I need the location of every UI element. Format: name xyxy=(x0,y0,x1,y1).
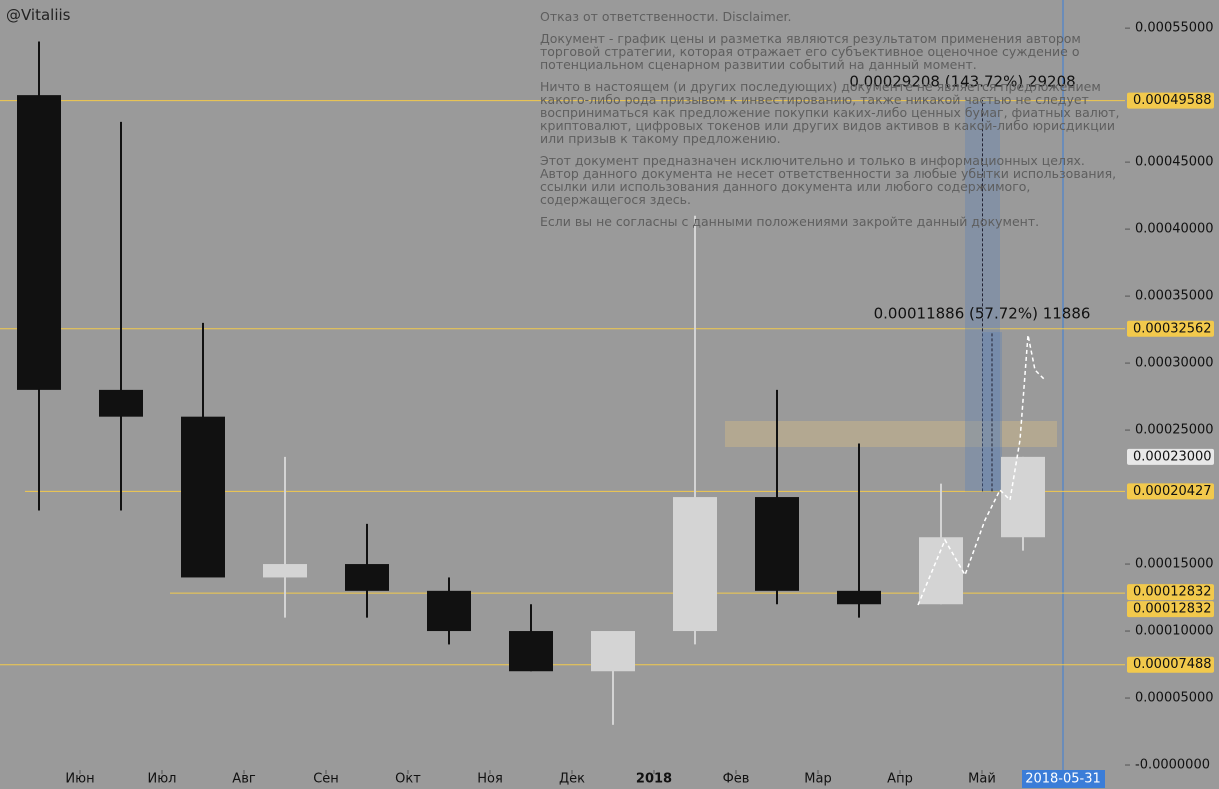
disclaimer-paragraph: Отказ от ответственности. Disclaimer. xyxy=(540,9,792,24)
disclaimer: Отказ от ответственности. Disclaimer. Док… xyxy=(540,10,1125,237)
x-tick-label: Авг xyxy=(232,772,256,787)
measure-label: 0.00029208 (143.72%) 29208 xyxy=(849,73,1075,91)
measure-label: 0.00011886 (57.72%) 11886 xyxy=(874,305,1091,323)
y-tick-label: 0.00045000 xyxy=(1135,155,1214,170)
resistance-zone xyxy=(725,421,1057,447)
candle-body xyxy=(99,389,143,417)
candle-body xyxy=(181,416,225,578)
disclaimer-paragraph: Ничто в настоящем (и других последующих)… xyxy=(540,79,1120,146)
author: @Vitaliis xyxy=(6,6,71,24)
level-tag xyxy=(1127,483,1214,500)
level-label: 0.00020427 xyxy=(1133,484,1212,499)
disclaimer-paragraph: Документ - график цены и разметка являют… xyxy=(540,31,1081,72)
x-tick-label: Июл xyxy=(148,772,177,787)
measure-box xyxy=(982,332,1002,492)
candle-body xyxy=(837,590,881,605)
y-tick-label: 0.00040000 xyxy=(1135,222,1214,237)
candle-body xyxy=(263,564,307,578)
level-tag xyxy=(1127,320,1214,337)
x-tick-label: 2018 xyxy=(636,772,672,787)
level-label: 0.00012832 xyxy=(1133,585,1212,600)
x-tick-label: Фев xyxy=(723,772,750,787)
x-tick-label: Июн xyxy=(65,772,94,787)
candle-body xyxy=(919,537,963,605)
y-tick-label: 0.00035000 xyxy=(1135,289,1214,304)
x-tick-label: Дек xyxy=(559,772,585,787)
y-tick-label: 0.00025000 xyxy=(1135,423,1214,438)
date-tag xyxy=(1022,770,1105,788)
last-price-label: 0.00023000 xyxy=(1133,449,1212,464)
x-tick-label: Окт xyxy=(395,772,421,787)
level-label: 0.00012832 xyxy=(1133,602,1212,617)
x-tick-label: Апр xyxy=(887,772,913,787)
y-tick-label: 0.00010000 xyxy=(1135,624,1214,639)
level-tag xyxy=(1127,92,1214,109)
level-label: 0.00032562 xyxy=(1133,321,1212,336)
x-tick-label: Мар xyxy=(804,772,831,787)
x-tick-label: Ноя xyxy=(477,772,503,787)
level-tag xyxy=(1127,601,1214,618)
x-tick-label: Сен xyxy=(313,772,339,787)
candle-body xyxy=(755,497,799,591)
candle-body xyxy=(345,564,389,591)
projection xyxy=(917,334,1046,606)
level-label: 0.00007488 xyxy=(1133,657,1212,672)
disclaimer-paragraph: Если вы не согласны с данными положениям… xyxy=(540,214,1040,229)
y-tick-label: 0.00015000 xyxy=(1135,557,1214,572)
level-tag xyxy=(1127,584,1214,601)
candle-body xyxy=(591,631,635,672)
candle-body xyxy=(17,95,61,390)
level-tag xyxy=(1127,656,1214,673)
y-tick-label: 0.00055000 xyxy=(1135,21,1214,36)
candle-body xyxy=(427,590,471,632)
candle-body xyxy=(1001,456,1045,538)
candle-body xyxy=(509,631,553,672)
candle-body xyxy=(673,497,717,632)
y-tick-label: 0.00030000 xyxy=(1135,356,1214,371)
y-tick-label: 0.00005000 xyxy=(1135,691,1214,706)
y-tick-label: -0.0000000 xyxy=(1135,758,1210,773)
level-label: 0.00049588 xyxy=(1133,93,1212,108)
disclaimer-paragraph: Этот документ предназначен исключительно… xyxy=(540,153,1117,207)
last-price-tag xyxy=(1127,448,1214,465)
cursor-date: 2018-05-31 xyxy=(1025,772,1101,787)
x-tick-label: Май xyxy=(968,772,996,787)
